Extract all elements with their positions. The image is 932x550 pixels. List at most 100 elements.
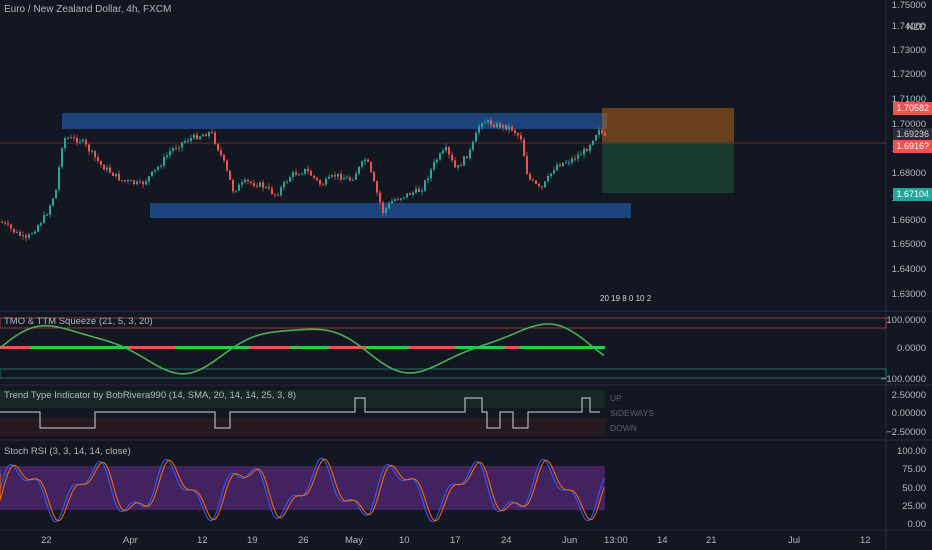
current-price-badge: 1.6916? [893,140,932,153]
candle-body [7,223,9,225]
pattern-markers: 20 19 8 0 10 2 [600,294,652,303]
tmo-tick: 100.0000 [886,315,926,326]
candle-body [124,180,126,182]
support-zone [150,203,631,218]
candle-body [169,151,171,156]
candle-body [133,180,135,184]
candle-body [25,235,27,238]
candle-body [319,179,321,185]
candle-body [457,165,459,168]
tmo-tick: 0.0000 [896,343,926,354]
candle-body [412,192,414,196]
tmo-upper-band [0,317,887,329]
candle-body [88,144,90,152]
candle-body [196,134,198,140]
candle-body [262,182,264,188]
candle-body [52,198,54,206]
tmo-squeeze-segment [330,346,365,349]
candle-body [478,126,480,133]
stoch-tick: 0.00 [907,519,927,530]
candle-body [565,162,567,164]
candle-body [400,198,402,200]
candle-body [175,148,177,150]
time-tick: Apr [123,535,138,546]
price-tick: 1.65000 [891,239,926,250]
candle-body [244,179,246,183]
candle-body [439,153,441,160]
time-tick: 21 [706,535,717,546]
candle-body [187,140,189,142]
candle-body [112,172,114,176]
candle-body [376,181,378,193]
candle-body [268,186,270,189]
candle-body [526,156,528,175]
candle-body [1,222,3,223]
candle-body [40,222,42,226]
candle-body [517,133,519,136]
price-tick: 1.73000 [891,45,926,56]
candle-body [502,124,504,128]
candle-body [424,180,426,191]
candle-body [274,194,276,196]
tmo-tick: −100.0000 [880,374,926,385]
candle-body [100,160,102,165]
trend-label-down: DOWN [610,423,637,433]
stoch-band [0,466,605,510]
candle-body [172,148,174,152]
trend-tick: 0.00000 [891,408,926,419]
candle-body [118,173,120,181]
time-tick: 12 [197,535,208,546]
candle-body [283,182,285,188]
candle-body [421,190,423,192]
candle-body [553,170,555,174]
trend-title[interactable]: Trend Type Indicator by BobRivera990 (14… [4,390,297,401]
price-tick: 1.63000 [891,289,926,300]
candle-body [334,175,336,177]
candle-body [142,181,144,185]
stoch-title[interactable]: Stoch RSI (3, 3, 14, 14, close) [4,446,131,457]
price-tick: 1.75000 [891,0,926,11]
candle-body [577,154,579,159]
time-tick: 19 [247,535,258,546]
candle-body [265,186,267,188]
candle-body [235,190,237,192]
candle-body [391,200,393,204]
candle-body [451,154,453,161]
candle-body [145,181,147,185]
candle-body [550,173,552,176]
candle-body [436,159,438,163]
trend-tick: 2.50000 [891,390,926,401]
candle-body [523,139,525,157]
candle-body [529,174,531,180]
tmo-title[interactable]: TMO & TTM Squeeze (21, 5, 3, 20) [4,316,153,327]
candle-body [463,156,465,166]
candle-body [313,175,315,178]
candle-body [406,193,408,198]
candle-body [385,208,387,214]
candle-body [499,123,501,128]
candle-body [370,161,372,172]
candle-body [403,197,405,199]
time-tick: Jun [562,535,578,546]
candle-body [121,180,123,182]
candle-body [139,181,141,183]
candle-body [574,158,576,160]
candle-body [211,131,213,133]
candle-body [589,144,591,152]
candle-body [136,181,138,184]
candle-body [103,164,105,170]
candle-body [556,164,558,171]
candle-body [220,150,222,155]
candle-body [292,172,294,177]
candle-body [535,180,537,184]
candle-body [490,120,492,125]
candle-body [355,173,357,180]
candle-body [508,126,510,130]
candle-body [448,147,450,155]
trend-label-up: UP [610,393,622,403]
time-tick: 22 [41,535,52,546]
time-tick: 12 [860,535,871,546]
price-tick: 1.66000 [891,215,926,226]
symbol-title[interactable]: Euro / New Zealand Dollar, 4h, FXCM [4,4,172,15]
